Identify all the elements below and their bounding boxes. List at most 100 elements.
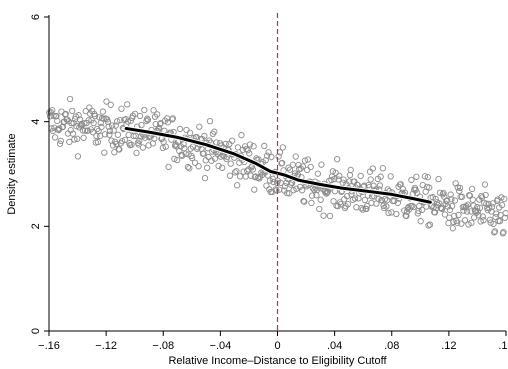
data-point xyxy=(479,213,486,220)
data-point xyxy=(246,141,254,148)
data-point xyxy=(468,185,476,193)
data-point xyxy=(150,107,157,114)
data-point xyxy=(101,131,109,138)
data-point xyxy=(412,186,419,194)
data-point xyxy=(379,165,386,172)
data-point xyxy=(219,164,226,171)
data-point xyxy=(238,132,245,139)
data-point xyxy=(353,181,361,188)
fit-layer xyxy=(123,125,433,205)
data-point xyxy=(53,112,60,120)
data-point xyxy=(363,205,370,213)
data-point xyxy=(473,204,481,211)
data-point xyxy=(270,178,277,186)
data-point xyxy=(369,165,376,172)
data-point xyxy=(94,138,102,146)
data-point xyxy=(56,140,64,147)
data-point xyxy=(273,187,280,194)
data-point xyxy=(80,134,87,141)
data-point xyxy=(124,101,131,108)
data-point xyxy=(195,163,202,170)
data-point xyxy=(474,208,481,215)
data-point xyxy=(154,111,161,118)
data-point xyxy=(326,212,334,220)
data-point xyxy=(164,119,172,126)
x-tick-label: .04 xyxy=(327,340,342,352)
data-point xyxy=(296,183,304,191)
data-point xyxy=(491,228,499,235)
data-point xyxy=(286,166,294,173)
data-point xyxy=(246,150,253,157)
data-point xyxy=(137,133,144,140)
data-point xyxy=(101,149,108,156)
data-point xyxy=(394,199,401,207)
data-point xyxy=(169,115,177,122)
x-tick-label: −.08 xyxy=(152,340,174,352)
data-point xyxy=(311,186,318,194)
data-point xyxy=(323,189,331,196)
data-point xyxy=(243,145,250,153)
data-point xyxy=(136,137,143,144)
data-point xyxy=(169,116,176,123)
data-point xyxy=(447,191,454,198)
data-point xyxy=(383,203,390,210)
data-point xyxy=(441,211,449,218)
data-point xyxy=(189,154,196,162)
data-point xyxy=(74,135,81,142)
data-point xyxy=(69,107,76,115)
data-point xyxy=(299,163,306,170)
data-point xyxy=(121,136,129,143)
data-point xyxy=(215,162,222,170)
data-point xyxy=(490,220,497,228)
data-point xyxy=(51,134,59,141)
data-point xyxy=(229,137,236,144)
data-point xyxy=(461,217,469,224)
x-tick-label: −.16 xyxy=(38,340,60,352)
data-point xyxy=(107,101,114,108)
data-point xyxy=(285,164,292,171)
data-point xyxy=(359,206,366,213)
data-point xyxy=(227,160,234,167)
data-point xyxy=(159,144,167,152)
data-point xyxy=(81,127,89,134)
data-point xyxy=(275,153,282,160)
data-point xyxy=(488,208,495,215)
data-point xyxy=(128,141,135,148)
data-point xyxy=(331,175,338,183)
data-point xyxy=(186,129,194,137)
data-point xyxy=(344,201,351,208)
data-point xyxy=(418,206,426,214)
data-point xyxy=(286,190,293,197)
data-point xyxy=(421,173,429,180)
data-point xyxy=(453,219,461,226)
data-point xyxy=(144,115,151,122)
x-axis-title: Relative Income–Distance to Eligibility … xyxy=(168,355,387,367)
data-point xyxy=(118,105,125,112)
data-point xyxy=(283,189,291,197)
data-point xyxy=(483,200,490,207)
data-point xyxy=(74,153,82,160)
data-point xyxy=(89,129,97,136)
data-point xyxy=(103,98,110,105)
data-point xyxy=(417,218,424,225)
data-point xyxy=(201,174,209,182)
data-point xyxy=(208,157,215,164)
data-point xyxy=(435,175,442,183)
data-point xyxy=(105,123,112,130)
data-point xyxy=(71,136,78,143)
data-point xyxy=(156,120,164,128)
data-point xyxy=(49,107,56,114)
data-point xyxy=(432,195,439,203)
data-point xyxy=(463,208,471,215)
data-point xyxy=(486,216,494,223)
data-point xyxy=(231,169,239,176)
data-point xyxy=(476,204,484,212)
data-point xyxy=(413,173,420,180)
data-point xyxy=(206,118,214,125)
data-point xyxy=(72,113,79,120)
data-point xyxy=(431,209,439,216)
data-point xyxy=(455,211,462,219)
data-point xyxy=(361,196,369,204)
data-point xyxy=(363,202,371,210)
